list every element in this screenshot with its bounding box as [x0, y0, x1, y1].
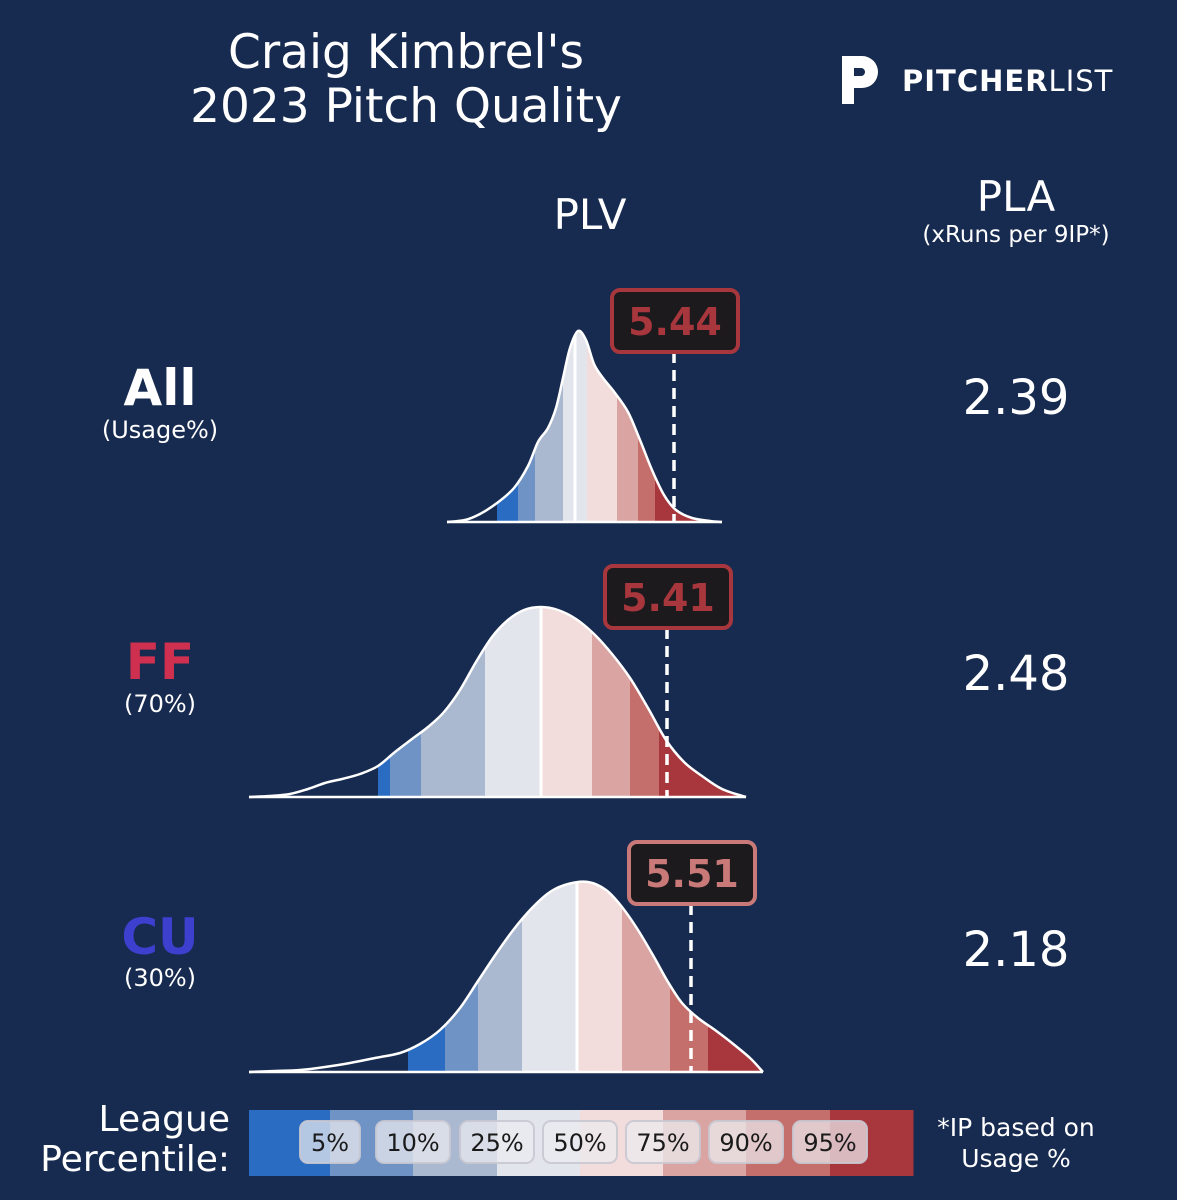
legend-tick-box	[459, 1120, 535, 1164]
plv-value-box	[603, 564, 733, 630]
legend-tick-box	[375, 1120, 451, 1164]
percentile-band	[497, 330, 519, 522]
row-usage-all: (Usage%)	[101, 416, 219, 444]
plv-value-box	[627, 840, 757, 906]
footnote: *IP based on Usage %	[918, 1112, 1114, 1174]
percentile-band	[408, 881, 446, 1072]
pla-value-cu: 2.18	[962, 922, 1070, 978]
percentile-band	[535, 330, 564, 522]
row-name-ff: FF	[125, 633, 195, 691]
density-curve	[446, 329, 723, 524]
legend-tick-label: 5%	[311, 1129, 349, 1157]
legend-tick-label: 90%	[719, 1129, 772, 1157]
legend-tick-label: 10%	[386, 1129, 439, 1157]
pla-value-all: 2.39	[962, 370, 1070, 426]
density-curve	[248, 605, 747, 799]
percentile-band	[541, 607, 593, 797]
row-name-all: All	[123, 359, 197, 417]
plv-value: 5.51	[645, 852, 739, 896]
legend-tick-box	[792, 1120, 868, 1164]
legend-tick-label: 95%	[803, 1129, 856, 1157]
distribution-all: 5.44	[446, 288, 740, 524]
distribution-ff: 5.41	[248, 564, 747, 799]
legend-label-line-2: Percentile:	[40, 1139, 230, 1180]
percentile-band	[518, 330, 536, 522]
legend-tick-box	[299, 1120, 361, 1164]
percentile-band	[577, 881, 623, 1072]
percentile-band	[378, 607, 391, 797]
plv-header: PLV	[553, 190, 627, 239]
percentile-band	[630, 607, 660, 797]
percentile-band	[670, 881, 709, 1072]
legend-tick-box	[625, 1120, 701, 1164]
legend-tick-label: 50%	[553, 1129, 606, 1157]
pla-subheader: (xRuns per 9IP*)	[922, 222, 1110, 248]
title-line-1: Craig Kimbrel's	[228, 25, 584, 80]
footnote-line-2: Usage %	[961, 1144, 1071, 1173]
row-name-cu: CU	[121, 908, 199, 966]
pla-header: PLA	[976, 172, 1056, 221]
legend-label-line-1: League	[98, 1099, 230, 1140]
brand-light: LIST	[1048, 64, 1114, 98]
percentile-band	[708, 881, 763, 1072]
percentile-band	[522, 881, 578, 1072]
legend-tick-box	[708, 1120, 784, 1164]
pitcherlist-logo-icon	[842, 56, 878, 104]
percentile-legend-bar: 5% 10% 25% 50% 75% 90% 95%	[249, 1110, 914, 1176]
pla-value-ff: 2.48	[962, 646, 1070, 702]
title-line-2: 2023 Pitch Quality	[190, 79, 622, 134]
percentile-band	[659, 607, 746, 797]
legend-tick-label: 25%	[470, 1129, 523, 1157]
footnote-line-1: *IP based on	[937, 1113, 1095, 1142]
row-usage-ff: (70%)	[123, 690, 197, 718]
row-usage-cu: (30%)	[123, 964, 197, 992]
legend-tick-label: 75%	[636, 1129, 689, 1157]
plv-value: 5.44	[628, 300, 722, 344]
plv-value: 5.41	[621, 576, 715, 620]
brand-bold: PITCHER	[902, 64, 1049, 98]
percentile-band	[485, 607, 542, 797]
chart-title: Craig Kimbrel's 2023 Pitch Quality	[106, 26, 706, 134]
plv-value-box	[610, 288, 740, 354]
pitcherlist-brand: PITCHERLIST	[902, 64, 1113, 98]
percentile-band	[390, 607, 422, 797]
legend-label: League Percentile:	[20, 1100, 230, 1180]
density-curve	[248, 880, 764, 1074]
legend-tick-box	[542, 1120, 618, 1164]
